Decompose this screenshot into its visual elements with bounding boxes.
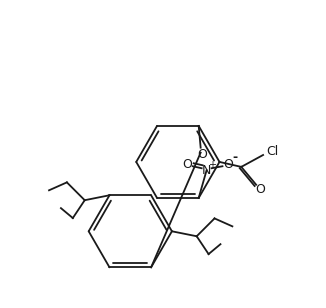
Text: N: N bbox=[202, 164, 211, 177]
Text: Cl: Cl bbox=[266, 144, 278, 157]
Text: -: - bbox=[233, 151, 238, 164]
Text: O: O bbox=[223, 158, 233, 171]
Text: O: O bbox=[182, 158, 192, 171]
Text: O: O bbox=[198, 148, 208, 161]
Text: +: + bbox=[208, 160, 215, 170]
Text: O: O bbox=[255, 183, 265, 196]
